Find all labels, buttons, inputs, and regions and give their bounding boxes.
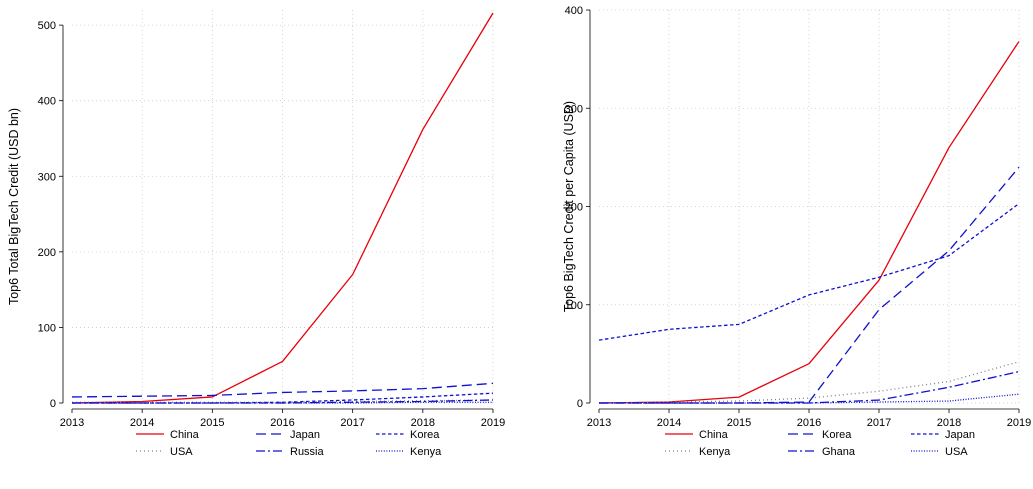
y-tick-label: 0 — [50, 398, 56, 410]
y-axis-title: Top6 BigTech Credit per Capita (USD) — [562, 101, 576, 312]
legend-label-china: China — [170, 429, 200, 441]
legend: China Korea Japan Kenya Ghana USA — [665, 429, 975, 458]
x-tick-label: 2013 — [60, 417, 84, 429]
y-axis-title: Top6 Total BigTech Credit (USD bn) — [7, 108, 21, 305]
y-tick-label: 300 — [565, 103, 583, 115]
y-tick-label: 100 — [565, 300, 583, 312]
legend-label-korea: Korea — [822, 429, 852, 441]
legend-label-kenya: Kenya — [410, 446, 442, 458]
series-line-japan — [71, 382, 494, 398]
y-tick-label: 400 — [38, 96, 56, 108]
series-line-japan — [598, 203, 1020, 341]
y-tick-label: 0 — [577, 398, 583, 410]
y-tick-label: 200 — [565, 202, 583, 214]
legend-label-usa: USA — [945, 446, 968, 458]
x-tick-label: 2016 — [797, 417, 821, 429]
y-tick-label: 400 — [565, 5, 583, 17]
legend-label-japan: Japan — [945, 429, 975, 441]
y-tick-label: 300 — [38, 171, 56, 183]
x-tick-label: 2014 — [657, 417, 681, 429]
x-tick-label: 2017 — [867, 417, 891, 429]
legend-label-kenya: Kenya — [699, 446, 731, 458]
series-line-ghana — [599, 370, 1020, 404]
series-line-china — [71, 12, 494, 404]
x-tick-label: 2013 — [587, 417, 611, 429]
x-tick-label: 2017 — [340, 417, 364, 429]
chart-panel-1: 0 100 200 300 400 500 2013 2014 2015 2016 2017 2018… — [7, 10, 505, 458]
x-tick-label: 2016 — [270, 417, 294, 429]
x-tick-label: 2018 — [411, 417, 435, 429]
chart-panel-2: 0 100 200 300 400 2013 2014 2015 2016 2017 2018 201… — [562, 5, 1031, 458]
legend-label-russia: Russia — [290, 446, 325, 458]
y-tick-label: 200 — [38, 247, 56, 259]
y-tick-label: 100 — [38, 322, 56, 334]
series-line-russia — [72, 399, 494, 404]
legend-label-china: China — [699, 429, 729, 441]
x-tick-label: 2019 — [481, 417, 505, 429]
legend: China Japan Korea USA Russia Kenya — [136, 429, 442, 458]
legend-label-ghana: Ghana — [822, 446, 856, 458]
y-tick-label: 500 — [38, 20, 56, 32]
legend-label-usa: USA — [170, 446, 193, 458]
legend-label-japan: Japan — [290, 429, 320, 441]
series-line-china — [598, 41, 1020, 404]
x-tick-label: 2019 — [1007, 417, 1031, 429]
series-line-korea — [72, 392, 494, 404]
x-tick-label: 2018 — [937, 417, 961, 429]
x-tick-label: 2015 — [200, 417, 224, 429]
x-tick-label: 2015 — [727, 417, 751, 429]
legend-label-korea: Korea — [410, 429, 440, 441]
x-tick-label: 2014 — [130, 417, 154, 429]
